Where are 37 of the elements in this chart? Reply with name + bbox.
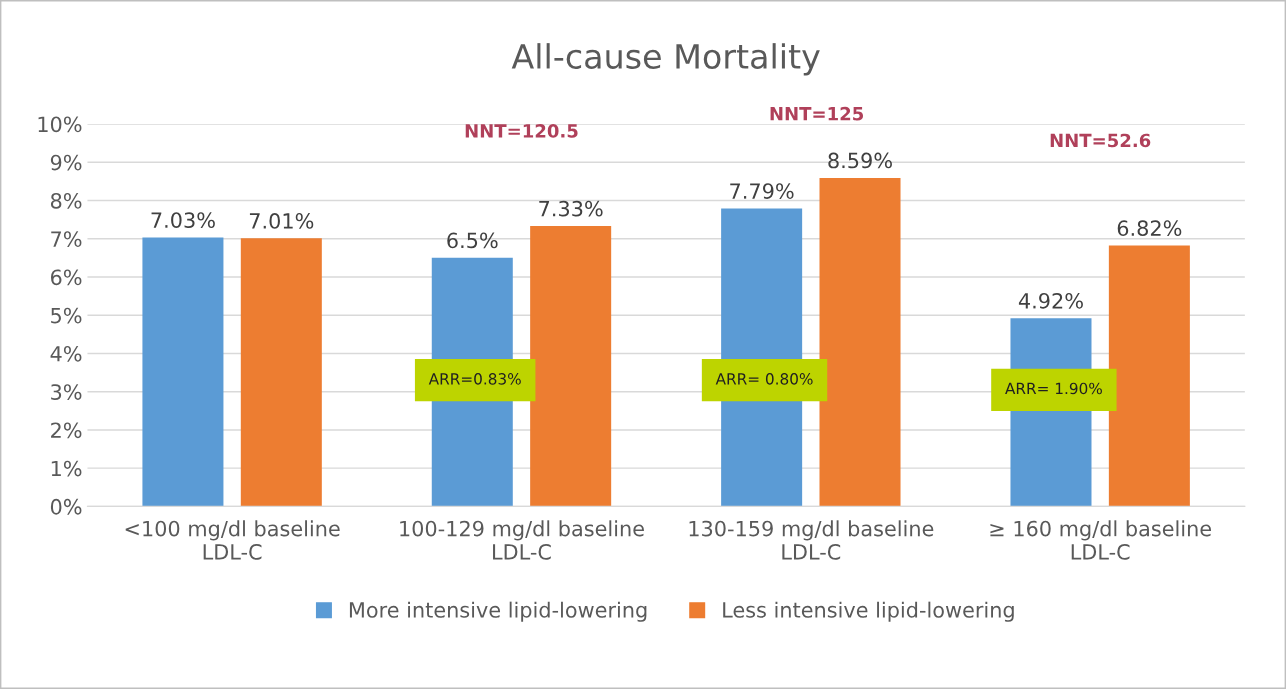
y-tick-label: 7% bbox=[51, 231, 82, 247]
annotation: NNT=52.6 bbox=[1050, 133, 1151, 148]
y-tick-label: 1% bbox=[51, 460, 82, 477]
data-label: 7.01% bbox=[249, 213, 314, 229]
legend-label: More intensive lipid-lowering bbox=[349, 601, 647, 622]
data-label: 7.03% bbox=[151, 212, 215, 228]
x-tick-label: <100 mg/dl baseline LDL-C bbox=[125, 520, 340, 560]
legend-label: Less intensive lipid-lowering bbox=[723, 601, 1014, 622]
y-tick-label: 5% bbox=[51, 307, 82, 324]
data-label: 8.59% bbox=[828, 152, 892, 169]
annotation: ARR= 0.80% bbox=[715, 373, 813, 385]
bar bbox=[819, 177, 901, 507]
y-tick-label: 4% bbox=[50, 345, 82, 362]
y-tick-label: 0% bbox=[50, 498, 82, 515]
y-tick-label: 9% bbox=[50, 154, 82, 171]
data-label: 4.92% bbox=[1018, 292, 1083, 309]
data-label: 7.33% bbox=[539, 200, 603, 217]
text: NNT=125 bbox=[770, 106, 864, 121]
x-tick-label: ≥ 160 mg/dl baseline LDL-C bbox=[990, 520, 1212, 560]
y-tick-label: 3% bbox=[51, 384, 82, 400]
x-tick-label: 130-159 mg/dl baseline LDL-C bbox=[689, 520, 934, 560]
y-tick-label: 8% bbox=[50, 192, 82, 209]
bar bbox=[142, 237, 224, 507]
data-label: 7.79% bbox=[730, 183, 794, 199]
data-label: 6.5% bbox=[447, 232, 498, 249]
bar bbox=[1108, 245, 1190, 507]
bar bbox=[530, 226, 612, 507]
annotation: ARR=0.83% bbox=[428, 373, 521, 385]
bar bbox=[240, 238, 322, 507]
x-tick-label: 100-129 mg/dl baseline LDL-C bbox=[400, 520, 644, 560]
data-label: 6.82% bbox=[1117, 220, 1182, 237]
y-tick-label: 10% bbox=[38, 116, 82, 133]
y-tick-label: 2% bbox=[51, 422, 82, 439]
y-tick-label: 6% bbox=[50, 269, 82, 286]
annotation: ARR= 1.90% bbox=[1005, 382, 1102, 395]
annotation: NNT=120.5 bbox=[465, 124, 578, 138]
chart-title: All-cause Mortality bbox=[511, 43, 820, 76]
